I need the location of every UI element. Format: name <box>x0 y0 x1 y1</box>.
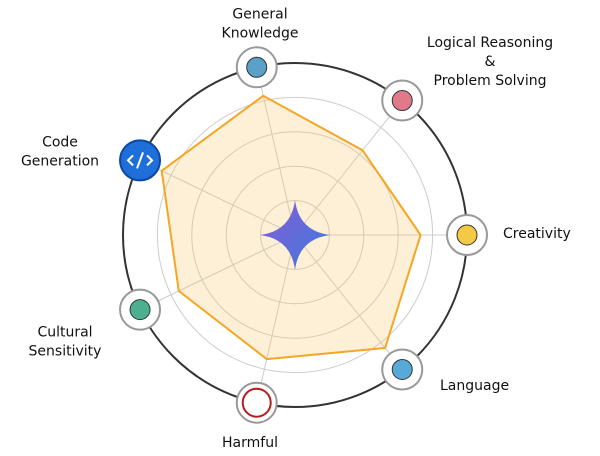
spoke <box>256 234 296 403</box>
icon-glyph <box>456 224 478 246</box>
icon-glyph <box>129 299 151 321</box>
center-logo <box>260 200 330 270</box>
icon-glyph <box>391 90 413 112</box>
category-label: Creativity <box>503 226 571 242</box>
spoke <box>294 100 403 236</box>
category-label: Cultural Sensitivity <box>29 325 102 360</box>
spoke <box>139 234 296 311</box>
labels: Creativity Language Harmful Cultural Sensiti… <box>21 7 571 452</box>
icon-glyph <box>391 358 413 380</box>
icon-glyph <box>126 152 154 169</box>
category-label: Code Generation <box>21 135 99 170</box>
category-label: Harmful <box>222 435 278 451</box>
category-label: General Knowledge <box>222 7 299 42</box>
category-label: Logical Reasoning & Problem Solving <box>427 35 553 89</box>
icons <box>119 46 488 424</box>
category-label: Language <box>440 378 509 394</box>
icon-glyph <box>246 56 268 78</box>
icon-ring <box>241 387 272 418</box>
spoke <box>139 159 296 236</box>
